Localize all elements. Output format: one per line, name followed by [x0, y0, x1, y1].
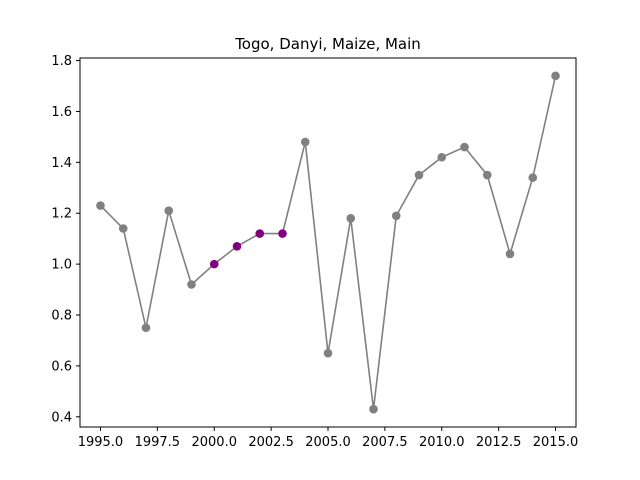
- data-point: [232, 242, 242, 251]
- data-point: [346, 214, 356, 223]
- y-tick-label: 1.6: [51, 105, 72, 120]
- data-point: [118, 224, 128, 233]
- y-tick-label: 1.8: [51, 54, 72, 69]
- data-point: [551, 71, 560, 81]
- data-point: [300, 137, 310, 147]
- x-tick-label: 1995.0: [78, 435, 124, 450]
- x-tick-label: 2012.5: [476, 435, 522, 450]
- data-point: [528, 173, 538, 182]
- data-point: [96, 201, 105, 210]
- x-tick-label: 2015.0: [533, 435, 579, 450]
- x-tick-label: 2010.0: [419, 435, 465, 450]
- data-point: [391, 211, 401, 221]
- x-tick-label: 1997.5: [135, 435, 181, 450]
- y-tick-label: 1.2: [51, 207, 72, 222]
- data-point: [278, 229, 287, 238]
- x-tick-label: 2000.0: [191, 435, 237, 450]
- data-point: [164, 206, 174, 215]
- data-point: [414, 170, 424, 180]
- y-tick-label: 1.4: [51, 156, 72, 171]
- chart-title: Togo, Danyi, Maize, Main: [234, 35, 421, 53]
- y-tick-label: 0.6: [51, 359, 72, 374]
- x-tick-label: 2007.5: [362, 435, 408, 450]
- data-point: [187, 280, 196, 289]
- data-point: [482, 170, 492, 180]
- x-tick-label: 2002.5: [248, 435, 294, 450]
- data-point: [505, 249, 515, 259]
- data-point: [323, 348, 333, 358]
- series-layer: [96, 71, 560, 414]
- y-tick-label: 0.8: [51, 309, 72, 324]
- data-point: [255, 229, 265, 238]
- y-tick-label: 0.4: [51, 410, 72, 425]
- axes-layer: 1995.0 1997.5 2000.0 2002.5 2005.0 2007.5 2010…: [51, 54, 578, 450]
- x-tick-label: 2005.0: [305, 435, 351, 450]
- data-point: [437, 152, 447, 162]
- y-tick-label: 1.0: [51, 258, 72, 273]
- data-point: [141, 323, 151, 333]
- data-point: [209, 259, 219, 269]
- data-point: [460, 142, 469, 152]
- data-point: [369, 404, 378, 414]
